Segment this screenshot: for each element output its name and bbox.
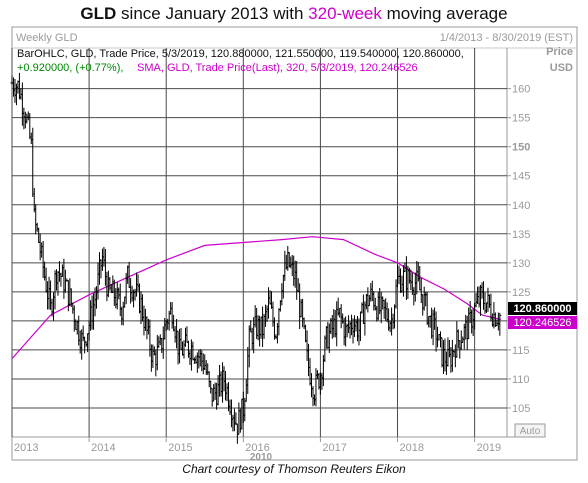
auto-scale-button[interactable]: Auto — [514, 423, 546, 438]
chart-title-middle: since January 2013 with — [116, 4, 309, 23]
y-tick-label: 125 — [512, 287, 530, 299]
auto-scale-button-frame[interactable] — [514, 423, 546, 438]
x-tick-label: 2015 — [168, 442, 192, 454]
x-axis-ticks: 2013 2014 2015 2016 2017 2018 2019 — [11, 437, 501, 454]
x-tick-label: 2016 — [245, 442, 269, 454]
x-tick-label: 2019 — [477, 442, 501, 454]
x-tick-label: 2014 — [91, 442, 115, 454]
chart-title-tail: moving average — [381, 4, 508, 23]
chart-title-ticker: GLD — [80, 4, 117, 23]
last-price-box — [508, 302, 577, 315]
y-tick-label: 145 — [512, 171, 530, 183]
change-legend: +0.920000, (+0.77%), — [17, 62, 123, 74]
y-axis-ticks: 105110115120125130135140145150155160 — [507, 84, 530, 415]
y-tick-label: 105 — [512, 403, 530, 415]
x-axis-sublabel: 2010 — [250, 452, 273, 463]
ohlc-legend: BarOHLC, GLD, Trade Price, 5/3/2019, 120… — [17, 48, 464, 60]
y-tick-label: 150 — [512, 142, 530, 154]
sma-series-group — [11, 236, 501, 359]
y-tick-label: 110 — [512, 374, 530, 386]
price-bars-group — [10, 72, 502, 444]
sma-value-marker: 120.246526 — [508, 316, 577, 329]
y-tick-label: 160 — [512, 84, 530, 96]
y-tick-label: 130 — [512, 258, 530, 270]
sma-line — [11, 236, 501, 359]
x-tick-label: 2013 — [14, 442, 38, 454]
y-tick-label: 155 — [512, 113, 530, 125]
y-tick-label: 135 — [512, 229, 530, 241]
chart-title: GLD since January 2013 with 320-week mov… — [0, 4, 588, 24]
price-bar — [498, 312, 502, 336]
sma-legend: SMA, GLD, Trade Price(Last), 320, 5/3/20… — [137, 62, 418, 74]
chart-credit: Chart courtesy of Thomson Reuters Eikon — [182, 462, 406, 476]
date-range-label: 1/4/2013 - 8/30/2019 (EST) — [440, 32, 573, 44]
y-tick-label: 115 — [512, 345, 530, 357]
x-tick-label: 2017 — [322, 442, 346, 454]
price-axis-label: Price — [546, 46, 573, 58]
period-label: Weekly GLD — [16, 32, 78, 44]
sma-value-box — [508, 316, 577, 329]
x-tick-label: 2018 — [400, 442, 424, 454]
currency-label: USD — [550, 62, 573, 74]
y-tick-label: 140 — [512, 200, 530, 212]
sma-value-text: 120.246526 — [513, 317, 571, 329]
auto-scale-button-label[interactable]: Auto — [520, 426, 541, 437]
last-price-value: 120.860000 — [513, 303, 571, 315]
chart-title-accent: 320-week — [308, 4, 382, 23]
last-price-marker: 120.860000 — [508, 302, 577, 315]
chart-panel-frame — [11, 26, 578, 461]
